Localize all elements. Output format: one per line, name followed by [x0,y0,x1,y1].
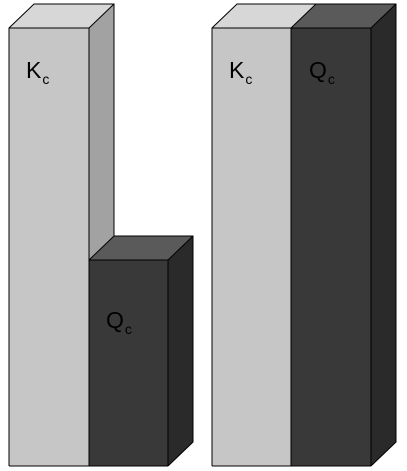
left-q-subscript: c [125,321,132,337]
left-k-bar-front [9,28,89,466]
left-bar-group: Kc Qc [8,3,194,467]
left-k-letter: K [26,57,42,83]
right-q-subscript: c [328,71,335,87]
right-q-bar-top [291,4,396,28]
right-k-letter: K [229,57,245,83]
right-q-bar-side [371,4,396,466]
right-k-bar-front [212,28,291,466]
left-q-bar-top [89,236,193,260]
right-q-letter: Q [309,57,327,83]
left-k-subscript: c [42,71,49,87]
left-q-bar-front [89,260,168,466]
right-bar-group: Kc Qc [211,3,397,467]
right-k-bar-top [212,4,316,28]
right-q-label: Qc [309,57,335,87]
left-q-label: Qc [106,307,132,337]
left-q-letter: Q [106,307,124,333]
right-k-subscript: c [245,71,252,87]
left-k-label: Kc [26,57,49,87]
right-q-bar-front [291,28,371,466]
right-k-label: Kc [229,57,252,87]
left-k-bar-top [9,4,114,28]
right-outlines [211,3,397,467]
left-outlines [8,3,194,467]
left-q-bar-side [168,236,193,466]
